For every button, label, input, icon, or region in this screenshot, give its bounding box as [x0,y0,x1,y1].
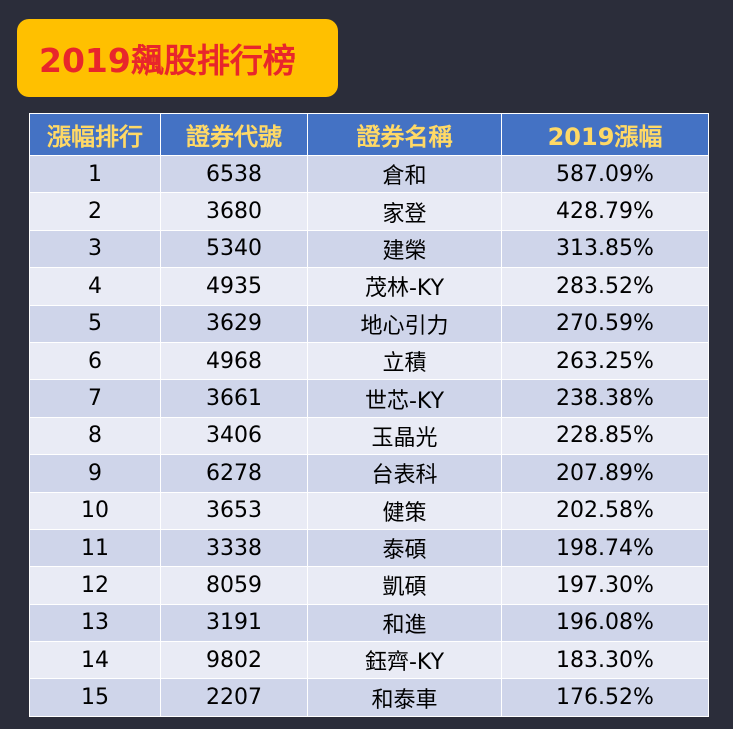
cell-gain: 198.74% [501,528,709,568]
cell-gain: 197.30% [501,566,709,605]
cell-rank: 9 [29,454,161,493]
cell-name: 茂林-KY [307,267,502,306]
cell-code: 9802 [160,641,308,680]
cell-name: 凱碩 [307,566,502,605]
table-row: 2 3680 家登 428.79% [29,192,709,231]
cell-gain: 228.85% [501,416,709,456]
cell-code: 4935 [160,267,308,306]
header-name: 證券名稱 [307,113,502,156]
cell-name: 泰碩 [307,528,502,568]
cell-name: 鈺齊-KY [307,641,502,680]
cell-rank: 10 [29,491,161,530]
cell-rank: 8 [29,416,161,456]
cell-rank: 4 [29,267,161,306]
table-row: 9 6278 台表科 207.89% [29,454,709,493]
table-row: 7 3661 世芯-KY 238.38% [29,379,709,418]
table-row: 10 3653 健策 202.58% [29,491,709,530]
cell-gain: 313.85% [501,229,709,269]
cell-gain: 270.59% [501,304,709,343]
cell-code: 2207 [160,678,308,717]
cell-name: 地心引力 [307,304,502,343]
cell-name: 家登 [307,192,502,231]
cell-code: 3338 [160,528,308,568]
cell-name: 立積 [307,341,502,381]
cell-gain: 428.79% [501,192,709,231]
table-body: 1 6538 倉和 587.09% 2 3680 家登 428.79% 3 5340 建榮 313.8… [29,154,709,717]
cell-code: 6278 [160,454,308,493]
cell-rank: 6 [29,341,161,381]
cell-name: 健策 [307,491,502,530]
cell-name: 和泰車 [307,678,502,717]
cell-rank: 5 [29,304,161,343]
cell-gain: 176.52% [501,678,709,717]
cell-code: 8059 [160,566,308,605]
cell-gain: 207.89% [501,454,709,493]
cell-code: 3629 [160,304,308,343]
cell-code: 3653 [160,491,308,530]
title-banner: 2019飆股排行榜 [17,19,338,97]
header-code: 證券代號 [160,113,308,156]
cell-name: 玉晶光 [307,416,502,456]
table-row: 8 3406 玉晶光 228.85% [29,416,709,456]
cell-gain: 263.25% [501,341,709,381]
table-row: 5 3629 地心引力 270.59% [29,304,709,343]
cell-code: 5340 [160,229,308,269]
cell-gain: 283.52% [501,267,709,306]
table-row: 1 6538 倉和 587.09% [29,154,709,194]
table-row: 6 4968 立積 263.25% [29,341,709,381]
cell-gain: 202.58% [501,491,709,530]
cell-rank: 7 [29,379,161,418]
cell-rank: 14 [29,641,161,680]
table-row: 12 8059 凱碩 197.30% [29,566,709,605]
table-row: 15 2207 和泰車 176.52% [29,678,709,717]
cell-code: 3680 [160,192,308,231]
table-row: 4 4935 茂林-KY 283.52% [29,267,709,306]
cell-rank: 2 [29,192,161,231]
cell-gain: 183.30% [501,641,709,680]
cell-rank: 11 [29,528,161,568]
cell-rank: 1 [29,154,161,194]
cell-name: 和進 [307,603,502,643]
cell-name: 建榮 [307,229,502,269]
page-title: 2019飆股排行榜 [39,41,296,80]
cell-rank: 12 [29,566,161,605]
cell-rank: 13 [29,603,161,643]
header-gain: 2019漲幅 [501,113,709,156]
cell-name: 台表科 [307,454,502,493]
table-row: 3 5340 建榮 313.85% [29,229,709,269]
cell-code: 3191 [160,603,308,643]
cell-gain: 587.09% [501,154,709,194]
cell-gain: 196.08% [501,603,709,643]
header-rank: 漲幅排行 [29,113,161,156]
cell-code: 4968 [160,341,308,381]
cell-rank: 15 [29,678,161,717]
cell-gain: 238.38% [501,379,709,418]
table-row: 14 9802 鈺齊-KY 183.30% [29,641,709,680]
cell-name: 倉和 [307,154,502,194]
stock-ranking-table: 漲幅排行 證券代號 證券名稱 2019漲幅 1 6538 倉和 587.09% 2 368… [29,113,709,717]
table-row: 11 3338 泰碩 198.74% [29,528,709,568]
cell-rank: 3 [29,229,161,269]
cell-code: 3661 [160,379,308,418]
cell-code: 6538 [160,154,308,194]
cell-name: 世芯-KY [307,379,502,418]
cell-code: 3406 [160,416,308,456]
table-row: 13 3191 和進 196.08% [29,603,709,643]
table-header-row: 漲幅排行 證券代號 證券名稱 2019漲幅 [29,113,709,156]
